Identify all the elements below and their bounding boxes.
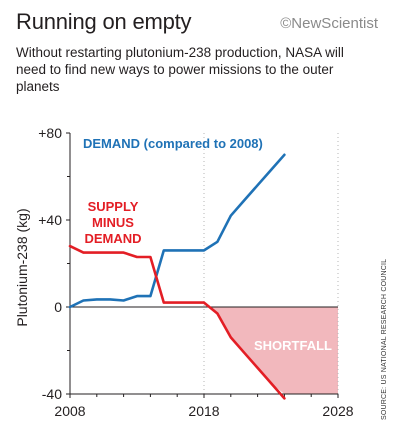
shortfall-area bbox=[209, 307, 338, 394]
series-label-word: SUPPLY bbox=[88, 199, 139, 214]
header: Running on empty ©NewScientist Without r… bbox=[16, 6, 386, 95]
shortfall-label: SHORTFALL bbox=[254, 338, 332, 353]
x-tick-label: 2028 bbox=[322, 403, 353, 419]
chart-subtitle: Without restarting plutonium-238 product… bbox=[16, 45, 344, 94]
y-tick-label: +80 bbox=[38, 125, 62, 141]
y-tick-label: -40 bbox=[42, 386, 62, 402]
series-label-supply-minus-demand: SUPPLY MINUS DEMAND bbox=[84, 199, 141, 246]
source-note: SOURCE: US NATIONAL RESEARCH COUNCIL bbox=[381, 258, 388, 420]
y-tick-label: 0 bbox=[54, 299, 62, 315]
series-label-demand: DEMAND (compared to 2008) bbox=[83, 136, 263, 151]
series-label-word: MINUS bbox=[92, 215, 134, 230]
brand-logo: ©NewScientist bbox=[280, 15, 378, 32]
chart-title: Running on empty bbox=[16, 9, 192, 34]
series-line-demand bbox=[68, 153, 286, 309]
series-line-supply-minus-demand bbox=[68, 244, 286, 400]
y-axis-label: Plutonium-238 (kg) bbox=[14, 208, 30, 326]
x-tick-label: 2008 bbox=[54, 403, 85, 419]
x-tick-label: 2018 bbox=[188, 403, 219, 419]
series-label-word: DEMAND bbox=[84, 231, 141, 246]
y-tick-label: +40 bbox=[38, 212, 62, 228]
